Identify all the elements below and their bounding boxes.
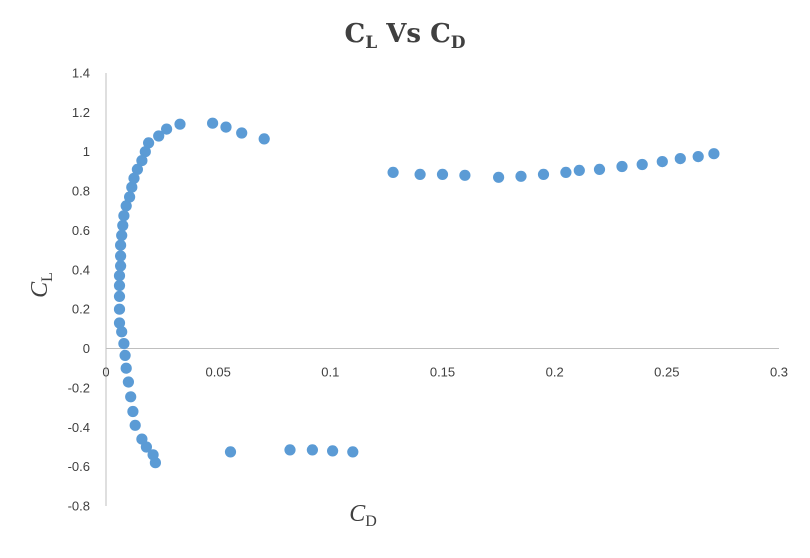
data-point — [236, 127, 248, 139]
data-point — [120, 362, 132, 374]
data-point — [224, 446, 237, 458]
data-point — [161, 123, 173, 135]
data-point — [113, 290, 126, 302]
data-point — [147, 449, 159, 461]
y-tick-label: 0.6 — [72, 223, 90, 238]
y-tick-label: 0.4 — [72, 262, 90, 277]
data-point — [118, 210, 130, 222]
data-point — [493, 171, 505, 183]
data-point — [113, 303, 126, 315]
axes — [105, 73, 779, 506]
data-point — [116, 229, 128, 241]
data-point — [153, 130, 165, 142]
data-point — [125, 391, 137, 403]
data-point — [537, 168, 550, 180]
y-tick-label: 1.4 — [72, 66, 90, 81]
data-point — [115, 239, 127, 251]
y-tick-label: 1 — [83, 144, 90, 159]
y-tick-label: -0.6 — [68, 459, 90, 474]
data-points — [113, 117, 720, 469]
data-point — [347, 446, 359, 458]
x-tick-label: 0.1 — [321, 365, 339, 380]
data-point — [122, 376, 134, 388]
y-tick-label: 0.8 — [72, 184, 90, 199]
y-tick-labels: 1.4 1.2 1 0.8 0.6 0.4 0.2 0 -0.2 -0.4 -0.6 -0.8 — [68, 66, 90, 514]
y-tick-label: 0.2 — [72, 302, 90, 317]
data-point — [117, 219, 129, 232]
y-tick-label: -0.8 — [68, 499, 90, 514]
data-point — [115, 260, 127, 272]
data-point — [459, 169, 471, 181]
x-axis-title: CD — [349, 501, 377, 530]
data-point — [128, 172, 140, 184]
data-point — [327, 445, 339, 457]
data-point — [284, 444, 296, 456]
y-tick-label: -0.2 — [68, 380, 90, 395]
data-point — [136, 155, 148, 167]
y-tick-label: -0.4 — [68, 420, 90, 435]
data-point — [616, 160, 628, 173]
data-point — [593, 163, 606, 175]
data-point — [636, 158, 648, 171]
y-tick-label: 1.2 — [72, 105, 90, 120]
data-point — [174, 118, 186, 130]
y-tick-label: 0 — [83, 341, 90, 356]
data-point — [115, 250, 127, 262]
data-point — [119, 349, 131, 361]
x-tick-label: 0.3 — [770, 365, 788, 380]
data-point — [143, 137, 155, 149]
data-point — [414, 168, 426, 180]
data-point — [656, 156, 668, 168]
x-tick-label: 0.2 — [546, 365, 564, 380]
data-point — [113, 270, 126, 282]
data-point — [708, 148, 720, 160]
data-point — [126, 181, 138, 193]
data-point — [692, 151, 704, 163]
x-tick-label: 0.25 — [654, 365, 679, 380]
data-point — [387, 166, 399, 178]
data-point — [129, 419, 141, 431]
data-point — [118, 338, 130, 350]
x-tick-label: 0 — [102, 365, 109, 380]
chart-title: CL Vs CD — [344, 19, 465, 53]
y-axis-title: CL — [27, 272, 56, 298]
data-point — [258, 133, 270, 145]
data-point — [560, 166, 572, 178]
data-point — [127, 405, 139, 418]
x-tick-label: 0.15 — [430, 365, 455, 380]
data-point — [674, 153, 686, 165]
x-tick-labels: 0 0.05 0.1 0.15 0.2 0.25 0.3 — [102, 365, 788, 380]
data-point — [515, 170, 527, 182]
data-point — [113, 280, 126, 292]
x-tick-label: 0.05 — [206, 365, 231, 380]
data-point — [207, 117, 219, 129]
data-point — [139, 146, 151, 158]
data-point — [306, 444, 318, 456]
data-point — [573, 164, 585, 176]
data-point — [436, 168, 449, 180]
data-point — [131, 163, 143, 175]
data-point — [120, 200, 132, 212]
data-point — [136, 433, 148, 445]
data-point — [220, 121, 232, 133]
data-point — [113, 317, 126, 329]
data-point — [124, 191, 136, 203]
data-point — [116, 326, 128, 338]
